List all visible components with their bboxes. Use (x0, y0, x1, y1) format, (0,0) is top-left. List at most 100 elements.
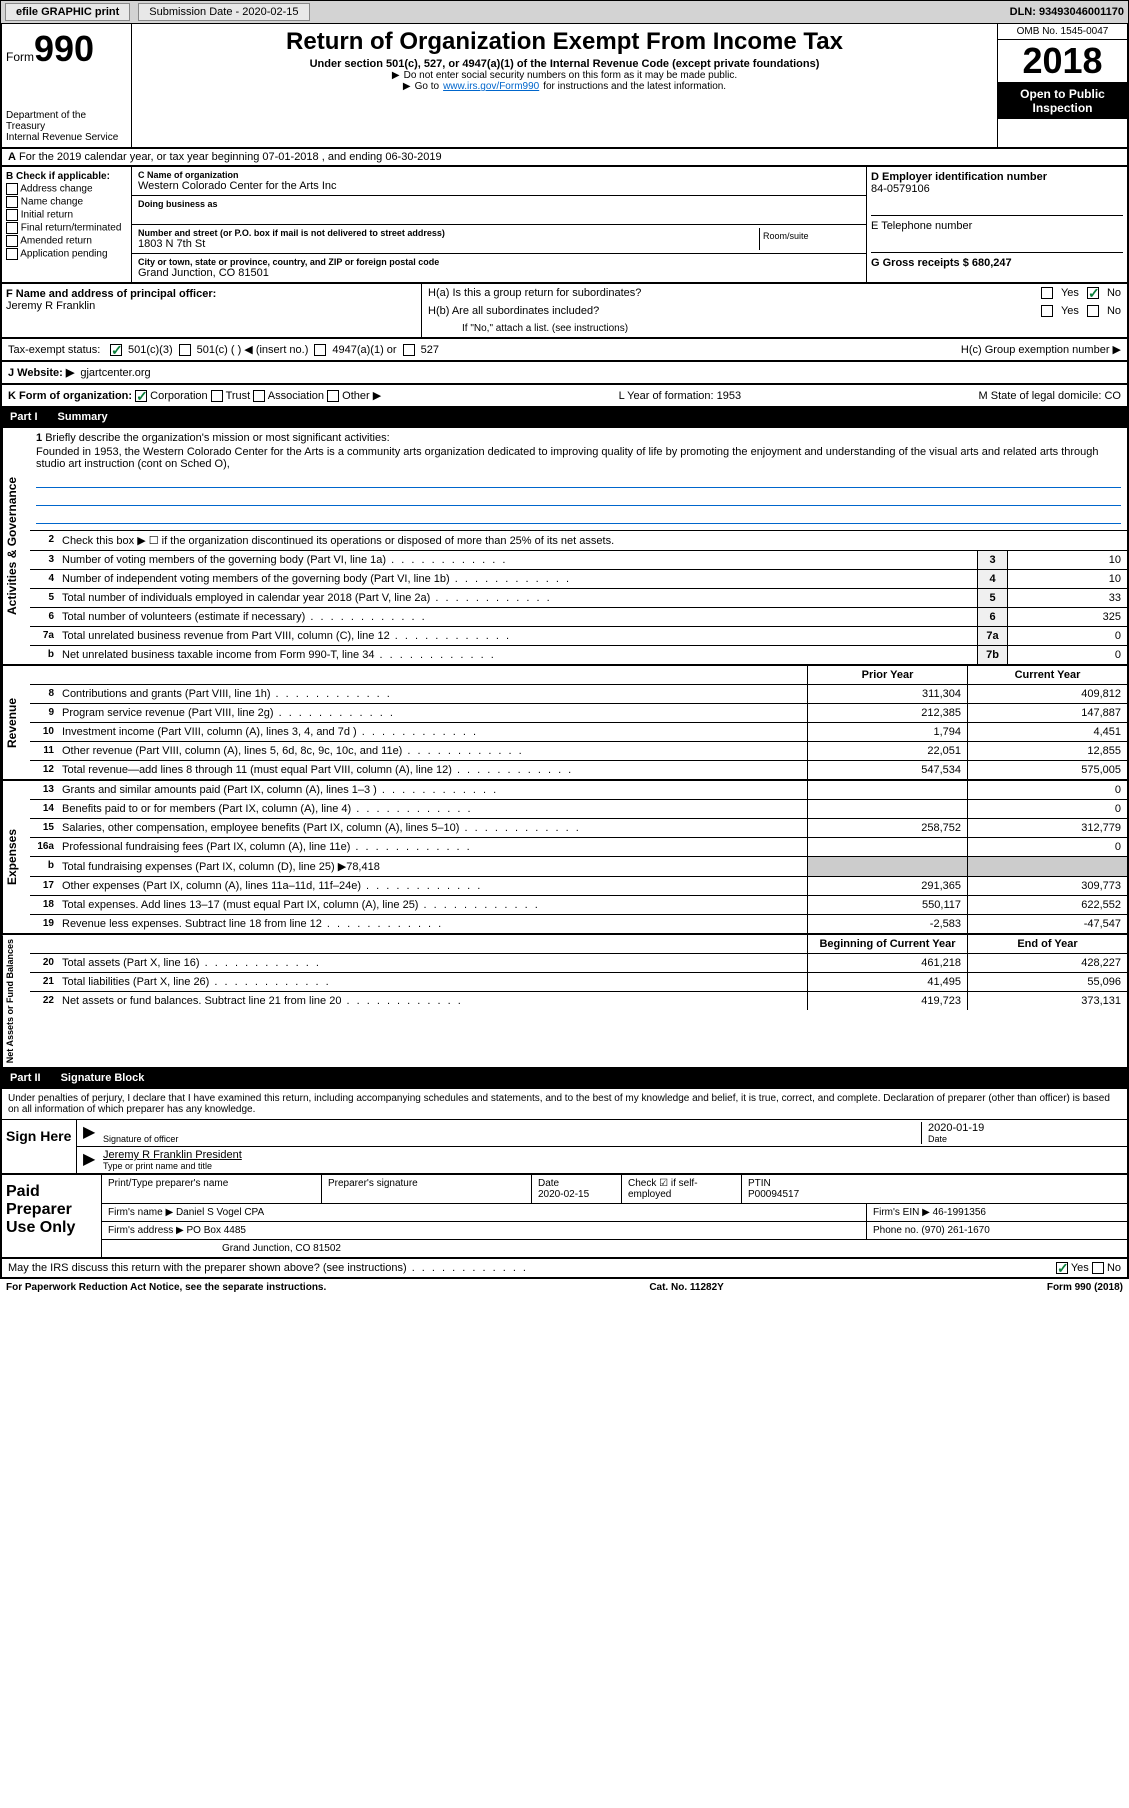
activities-governance: Activities & Governance 1 Briefly descri… (0, 428, 1129, 666)
summary-line: 7aTotal unrelated business revenue from … (30, 627, 1127, 646)
discuss-yes[interactable] (1056, 1262, 1068, 1274)
blank-line (36, 508, 1121, 524)
ptin: P00094517 (748, 1189, 799, 1200)
summary-line: bTotal fundraising expenses (Part IX, co… (30, 857, 1127, 877)
form-label: Form (6, 50, 34, 64)
efile-print-button[interactable]: efile GRAPHIC print (5, 3, 130, 21)
ha-no[interactable] (1087, 287, 1099, 299)
form-header: Form990 Department of the Treasury Inter… (0, 24, 1129, 149)
sig-arrow-icon: ▶ (83, 1149, 103, 1171)
footer: For Paperwork Reduction Act Notice, see … (0, 1279, 1129, 1296)
vtab-ag: Activities & Governance (2, 428, 30, 664)
principal-officer: Jeremy R Franklin (6, 300, 417, 312)
org-name-box: C Name of organization Western Colorado … (132, 167, 866, 196)
cat-no: Cat. No. 11282Y (649, 1282, 723, 1293)
header-center: Return of Organization Exempt From Incom… (132, 24, 997, 147)
hb-yes[interactable] (1041, 305, 1053, 317)
summary-line: 11Other revenue (Part VIII, column (A), … (30, 742, 1127, 761)
summary-line: 2Check this box ▶ ☐ if the organization … (30, 531, 1127, 551)
website-note: ▶Go to www.irs.gov/Form990 for instructi… (136, 81, 993, 92)
cb-amended[interactable]: Amended return (6, 235, 127, 247)
na-header-row: Beginning of Current Year End of Year (30, 935, 1127, 954)
firm-city: Grand Junction, CO 81502 (102, 1240, 1127, 1257)
cb-4947[interactable] (314, 344, 326, 356)
sig-date: 2020-01-19 (928, 1122, 1121, 1134)
summary-line: 9Program service revenue (Part VIII, lin… (30, 704, 1127, 723)
irs-label: Internal Revenue Service (6, 132, 127, 143)
firm-name: Firm's name ▶ Daniel S Vogel CPA (102, 1204, 867, 1221)
summary-line: 10Investment income (Part VIII, column (… (30, 723, 1127, 742)
summary-line: 19Revenue less expenses. Subtract line 1… (30, 915, 1127, 933)
summary-line: 8Contributions and grants (Part VIII, li… (30, 685, 1127, 704)
part-2-header: Part II Signature Block (0, 1069, 1129, 1089)
discuss-row: May the IRS discuss this return with the… (0, 1259, 1129, 1279)
revenue-section: Revenue Prior Year Current Year 8Contrib… (0, 666, 1129, 781)
room-suite: Room/suite (760, 228, 860, 250)
summary-line: 4Number of independent voting members of… (30, 570, 1127, 589)
city-state-zip: Grand Junction, CO 81501 (138, 267, 860, 279)
header-left: Form990 Department of the Treasury Inter… (2, 24, 132, 147)
box-d: D Employer identification number 84-0579… (871, 171, 1123, 216)
form-number: Form990 (6, 28, 127, 70)
summary-line: 5Total number of individuals employed in… (30, 589, 1127, 608)
ssn-note: ▶Do not enter social security numbers on… (136, 70, 993, 81)
ha-yes[interactable] (1041, 287, 1053, 299)
officer-name: Jeremy R Franklin President (103, 1149, 1121, 1161)
summary-line: 17Other expenses (Part IX, column (A), l… (30, 877, 1127, 896)
cb-527[interactable] (403, 344, 415, 356)
summary-line: bNet unrelated business taxable income f… (30, 646, 1127, 664)
summary-line: 16aProfessional fundraising fees (Part I… (30, 838, 1127, 857)
cb-trust[interactable] (211, 390, 223, 402)
cb-501c[interactable] (179, 344, 191, 356)
cb-address-change[interactable]: Address change (6, 183, 127, 195)
vtab-exp: Expenses (2, 781, 30, 933)
header-right: OMB No. 1545-0047 2018 Open to Public In… (997, 24, 1127, 147)
irs-form990-link[interactable]: www.irs.gov/Form990 (443, 81, 539, 92)
website-row: J Website: ▶ gjartcenter.org (0, 362, 1129, 385)
ein: 84-0579106 (871, 183, 1123, 195)
box-h: H(a) Is this a group return for subordin… (422, 284, 1127, 337)
sign-here-label: Sign Here (2, 1120, 77, 1173)
box-e: E Telephone number (871, 216, 1123, 253)
k-l-m-row: K Form of organization: Corporation Trus… (0, 385, 1129, 408)
box-l: L Year of formation: 1953 (619, 390, 742, 402)
sig-arrow-icon: ▶ (83, 1122, 103, 1144)
dln-label: DLN: 93493046001170 (1010, 6, 1124, 18)
cb-name-change[interactable]: Name change (6, 196, 127, 208)
summary-line: 12Total revenue—add lines 8 through 11 (… (30, 761, 1127, 779)
box-g: G Gross receipts $ 680,247 (871, 253, 1123, 269)
part-1-header: Part I Summary (0, 408, 1129, 428)
preparer-section: Paid Preparer Use Only Print/Type prepar… (0, 1175, 1129, 1259)
summary-line: 13Grants and similar amounts paid (Part … (30, 781, 1127, 800)
hb-no[interactable] (1087, 305, 1099, 317)
box-b: B Check if applicable: Address change Na… (2, 167, 132, 282)
blank-line (36, 490, 1121, 506)
firm-phone: Phone no. (970) 261-1670 (867, 1222, 1127, 1239)
cb-other[interactable] (327, 390, 339, 402)
cb-final-return[interactable]: Final return/terminated (6, 222, 127, 234)
discuss-no[interactable] (1092, 1262, 1104, 1274)
box-k: K Form of organization: Corporation Trus… (8, 389, 381, 402)
tax-exempt-row: Tax-exempt status: 501(c)(3) 501(c) ( ) … (0, 339, 1129, 362)
cb-501c3[interactable] (110, 344, 122, 356)
firm-ein: Firm's EIN ▶ 46-1991356 (867, 1204, 1127, 1221)
city-box: City or town, state or province, country… (132, 254, 866, 282)
submission-date: Submission Date - 2020-02-15 (138, 3, 309, 21)
form-subtitle: Under section 501(c), 527, or 4947(a)(1)… (136, 58, 993, 70)
form-title: Return of Organization Exempt From Incom… (136, 28, 993, 56)
cb-corp[interactable] (135, 390, 147, 402)
firm-address: Firm's address ▶ PO Box 4485 (102, 1222, 867, 1239)
h-a: H(a) Is this a group return for subordin… (422, 284, 1127, 302)
cb-assoc[interactable] (253, 390, 265, 402)
section-b-through-g: B Check if applicable: Address change Na… (0, 167, 1129, 284)
cb-app-pending[interactable]: Application pending (6, 248, 127, 260)
sig-declaration: Under penalties of perjury, I declare th… (2, 1089, 1127, 1120)
org-name: Western Colorado Center for the Arts Inc (138, 180, 860, 192)
summary-line: 18Total expenses. Add lines 13–17 (must … (30, 896, 1127, 915)
dept-treasury: Department of the Treasury (6, 110, 127, 132)
summary-line: 22Net assets or fund balances. Subtract … (30, 992, 1127, 1010)
website-url: gjartcenter.org (80, 367, 150, 379)
cb-initial-return[interactable]: Initial return (6, 209, 127, 221)
omb-number: OMB No. 1545-0047 (998, 24, 1127, 40)
vtab-rev: Revenue (2, 666, 30, 779)
